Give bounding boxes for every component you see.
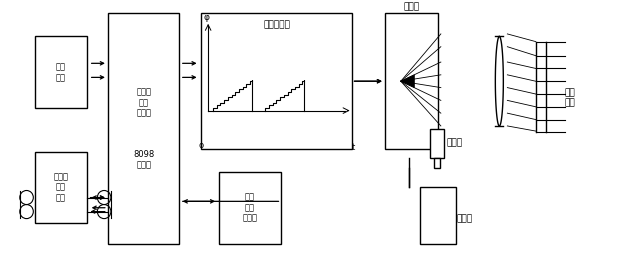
- Text: 打描器: 打描器: [404, 3, 420, 12]
- Bar: [386, 13, 438, 149]
- Text: 串行口
电平
转换: 串行口 电平 转换: [53, 172, 68, 202]
- Polygon shape: [401, 75, 415, 88]
- Text: 扫描驱动器: 扫描驱动器: [263, 21, 290, 30]
- Text: o: o: [198, 141, 203, 150]
- Text: 程序
数据
存储器: 程序 数据 存储器: [242, 193, 257, 223]
- Text: 并行口
高速
输出口



8098
单片机: 并行口 高速 输出口 8098 单片机: [133, 88, 154, 169]
- Bar: [219, 172, 281, 244]
- Text: 准直器: 准直器: [446, 139, 463, 148]
- Bar: [431, 128, 444, 158]
- Bar: [434, 158, 441, 168]
- Bar: [201, 13, 352, 149]
- Bar: [35, 36, 87, 108]
- Text: 激光器: 激光器: [456, 215, 473, 224]
- Text: 控制
键盘: 控制 键盘: [56, 62, 66, 82]
- Text: φ: φ: [203, 13, 209, 22]
- Bar: [35, 152, 87, 223]
- Text: t: t: [352, 143, 355, 152]
- Text: 柱面
透镜: 柱面 透镜: [565, 88, 576, 107]
- Bar: [420, 187, 455, 244]
- Bar: [109, 13, 179, 244]
